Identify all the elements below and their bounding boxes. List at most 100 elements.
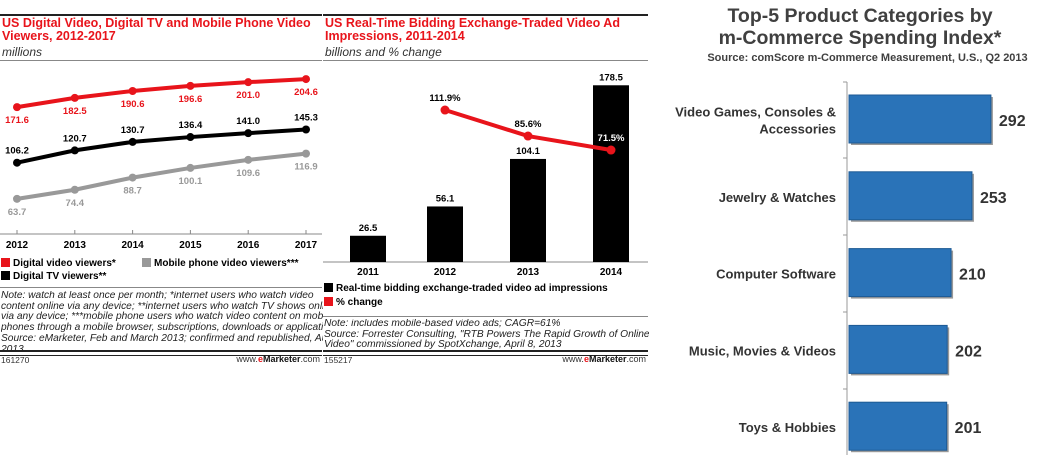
x-tick-label: 2013 [64,240,87,251]
data-point [302,75,310,84]
data-point [523,131,533,141]
chart-subtitle: millions [2,45,43,59]
category-label: Toys & Hobbies [739,420,836,435]
line-label: 85.6% [515,119,542,130]
data-label: 100.1 [179,176,203,187]
data-point [302,149,310,158]
legend-swatch [324,297,333,306]
data-point [244,129,253,138]
chart-source: Source: comScore m-Commerce Measurement,… [707,52,1028,64]
data-label: 74.4 [66,198,85,209]
bar [848,248,952,298]
data-point [244,155,253,164]
top-rule [0,14,322,16]
x-tick-label: 2016 [237,240,260,251]
chart-title: US Real-Time Bidding Exchange-Traded Vid… [325,16,620,43]
legend-item: Mobile phone video viewers*** [142,258,298,269]
chart-note: Note: includes mobile-based video ads; C… [324,319,649,351]
note-line: Source: eMarketer, Feb and March 2013; c… [1,332,323,344]
bar-value-label: 202 [955,343,982,360]
category-label: Jewelry & Watches [719,190,836,205]
brand-link[interactable]: www.eMarketer.com [236,354,320,364]
chart-id: 155217 [324,355,353,365]
data-point [13,158,21,167]
x-tick-label: 2015 [179,240,202,251]
legend-item: Real-time bidding exchange-traded video … [324,283,608,294]
x-tick-label: 2012 [434,267,457,278]
data-label: 201.0 [236,90,260,101]
x-tick-label: 2011 [357,267,379,278]
footer-rule [323,350,648,356]
legend-label: Mobile phone video viewers*** [154,258,299,269]
panel-mcommerce: Top-5 Product Categories by m-Commerce S… [650,0,1045,458]
x-tick-label: 2014 [600,267,623,278]
title-line: m-Commerce Spending Index* [718,27,1002,49]
legend-label: Digital TV viewers** [13,271,107,282]
category-label: Video Games, Consoles & [675,105,836,120]
data-label: 63.7 [8,207,27,218]
data-point [440,105,450,115]
brand-link[interactable]: www.eMarketer.com [562,354,646,364]
data-point [186,133,195,142]
category-label: Accessories [759,122,836,137]
bar-line-chart: 26.5 2011 56.1 2012 104.1 2013 178.5 2014 111.9%… [323,72,648,278]
x-tick-label: 2012 [6,240,29,251]
line-chart: 2012 2013 2014 2015 2016 2017 171.6 182.5 190.6 1… [0,75,322,251]
data-point [128,173,137,182]
data-label: 182.5 [63,106,87,117]
bar-value-label: 210 [959,267,986,284]
data-point [13,103,21,112]
legend-swatch [142,258,151,267]
bar-label: 56.1 [436,193,455,204]
data-point [302,125,310,134]
data-point [70,93,79,102]
data-point [244,78,253,87]
divider [0,287,322,288]
legend-item: % change [324,297,383,308]
data-label: 190.6 [121,99,145,110]
note-line: Source: Forrester Consulting, "RTB Power… [324,328,649,340]
note-line: 2013 [1,343,24,355]
note-line: via any device; ***mobile phone users wh… [1,311,323,323]
data-label: 204.6 [294,87,318,98]
series-line [16,151,307,201]
bar-label: 26.5 [359,223,378,234]
data-label: 171.6 [5,115,29,126]
bar-label: 178.5 [599,72,623,83]
data-point [128,137,137,146]
bar-label: 104.1 [516,146,540,157]
footer-rule [0,350,322,356]
line-label: 71.5% [598,133,625,144]
data-label: 109.6 [236,168,260,179]
chart-title: US Digital Video, Digital TV and Mobile … [2,16,311,43]
bar [848,171,973,221]
bar [848,401,948,451]
note-line: Note: includes mobile-based video ads; C… [324,319,561,329]
data-point [606,145,616,155]
note-line: phones through a mobile browser, subscri… [1,322,323,334]
data-label: 88.7 [123,186,142,197]
legend-swatch [1,258,10,267]
data-point [70,146,79,155]
panel-rtb-impressions: US Real-Time Bidding Exchange-Traded Vid… [323,0,649,458]
bar-value-label: 253 [980,190,1007,207]
data-label: 136.4 [179,120,203,131]
divider [323,316,648,317]
legend-label: Digital video viewers* [13,258,116,269]
x-tick-label: 2013 [517,267,540,278]
data-label: 145.3 [294,112,318,123]
legend-swatch [324,283,333,292]
note-line: Video" commissioned by SpotXchange, Apri… [324,339,562,351]
category-label: Music, Movies & Videos [689,343,836,358]
legend-label: Real-time bidding exchange-traded video … [336,283,608,294]
data-label: 141.0 [236,116,260,127]
title-line: Top-5 Product Categories by [727,5,993,27]
legend-item: Digital video viewers* [1,258,116,269]
bar [350,235,386,262]
hbar-chart: 292 Video Games, Consoles & Accessories 253… [675,81,1026,455]
data-label: 196.6 [179,94,203,105]
data-label: 116.9 [294,162,317,173]
chart-id: 161270 [1,355,30,365]
data-label: 130.7 [121,125,145,136]
